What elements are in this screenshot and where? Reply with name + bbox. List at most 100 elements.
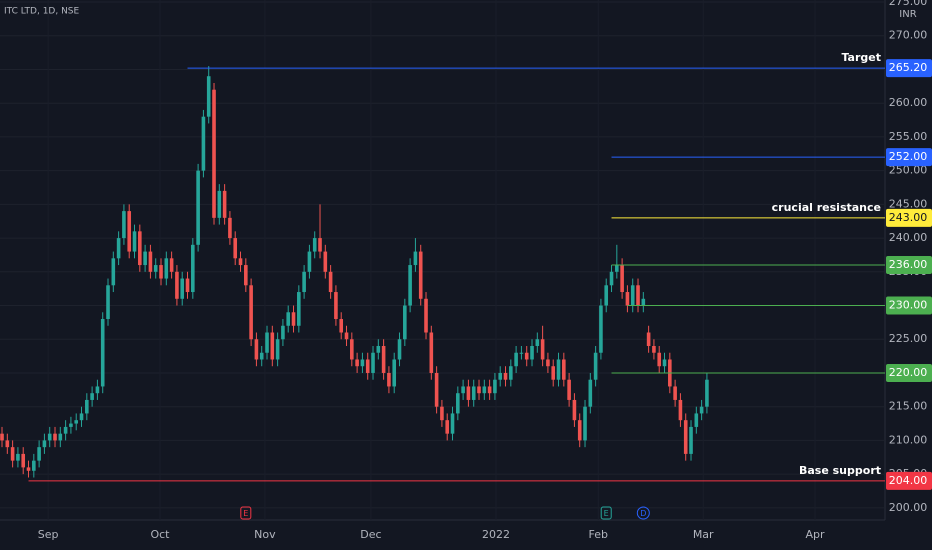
x-tick-label: Feb: [589, 528, 608, 541]
y-tick-label: 240.00: [889, 231, 928, 244]
y-tick-label: 245.00: [889, 197, 928, 210]
candle-body: [143, 251, 147, 266]
candle-body: [646, 332, 651, 346]
x-tick-label: Mar: [693, 528, 714, 541]
candle-body: [445, 420, 450, 434]
candle-body: [191, 244, 195, 293]
candle-body: [498, 372, 503, 380]
y-tick-label: 270.00: [889, 29, 928, 42]
candle-body: [249, 285, 253, 340]
candle-body: [392, 359, 397, 387]
candle-body: [281, 325, 285, 340]
candle-body: [424, 298, 428, 333]
candle-body: [47, 433, 52, 441]
level-annotation: Target: [841, 51, 881, 64]
candle-body: [26, 467, 31, 471]
candle-body: [138, 231, 142, 266]
candle-body: [577, 420, 582, 441]
candle-body: [275, 339, 280, 360]
candle-body: [471, 386, 476, 400]
price-badge: [886, 363, 932, 382]
candle-body: [625, 292, 630, 306]
candle-body: [201, 116, 206, 171]
candle-body: [148, 251, 153, 272]
candle-body: [175, 271, 179, 299]
x-tick-label: Nov: [254, 528, 276, 541]
candle-body: [53, 433, 57, 441]
level-annotation: crucial resistance: [772, 201, 881, 214]
candle-body: [562, 359, 566, 380]
candle-body: [222, 190, 227, 218]
price-badge: [886, 208, 932, 227]
candle-body: [58, 433, 63, 441]
candle-body: [371, 352, 375, 373]
price-badge: [886, 148, 932, 167]
candle-body: [355, 359, 359, 367]
event-label: E: [243, 509, 248, 518]
candle-body: [127, 211, 132, 252]
candle-body: [477, 386, 481, 394]
price-badge: [886, 59, 932, 78]
candle-body: [546, 359, 550, 367]
candle-body: [376, 345, 381, 353]
candle-body: [217, 190, 222, 218]
candle-body: [196, 170, 200, 245]
candle-body: [493, 379, 497, 394]
candle-body: [95, 386, 100, 394]
candle-body: [630, 285, 635, 306]
candle-body: [360, 359, 365, 367]
price-badge-label: 252.00: [889, 150, 928, 163]
candle-body: [482, 386, 487, 394]
candle-body: [180, 278, 185, 299]
currency: INR: [899, 9, 916, 20]
price-badge-label: 265.20: [889, 61, 928, 74]
candle-body: [540, 339, 545, 360]
y-tick-label: 200.00: [889, 501, 928, 514]
y-tick-label: 225.00: [889, 332, 928, 345]
candle-body: [588, 379, 593, 407]
candle-body: [37, 447, 41, 461]
candle-body: [206, 76, 211, 117]
candle-body: [381, 345, 386, 373]
price-badge-label: 236.00: [889, 258, 928, 271]
event-icon: [240, 506, 252, 520]
candle-body: [461, 386, 465, 394]
candle-body: [164, 258, 169, 279]
candle-body: [339, 319, 344, 333]
candle-body: [228, 217, 232, 239]
candle-body: [509, 366, 513, 380]
candle-body: [524, 352, 529, 360]
candle-body: [10, 447, 15, 461]
candle-body: [153, 265, 158, 272]
candle-body: [387, 372, 391, 387]
price-badge-label: 243.00: [889, 211, 928, 224]
event-label: E: [604, 509, 609, 518]
candle-body: [429, 332, 434, 373]
candle-body: [434, 372, 439, 407]
candle-body: [111, 258, 116, 286]
candle-body: [132, 231, 137, 252]
candle-body: [21, 453, 26, 468]
candle-body: [122, 211, 126, 239]
x-tick-label: Oct: [150, 528, 170, 541]
candle-body: [318, 238, 322, 252]
price-badge: [886, 471, 932, 490]
candle-body: [583, 406, 587, 441]
price-badge: [886, 256, 932, 275]
candle-body: [344, 332, 349, 340]
candle-body: [233, 238, 238, 259]
event-icon: [636, 506, 650, 520]
y-tick-label: 210.00: [889, 433, 928, 446]
candle-body: [408, 265, 412, 306]
candle-body: [450, 413, 455, 434]
candle-body: [673, 386, 677, 400]
candle-body: [85, 399, 89, 414]
x-tick-label: Sep: [38, 528, 59, 541]
y-tick-label: 215.00: [889, 400, 928, 413]
candle-body: [79, 413, 84, 421]
candle-body: [159, 265, 163, 279]
x-tick-label: Apr: [806, 528, 826, 541]
